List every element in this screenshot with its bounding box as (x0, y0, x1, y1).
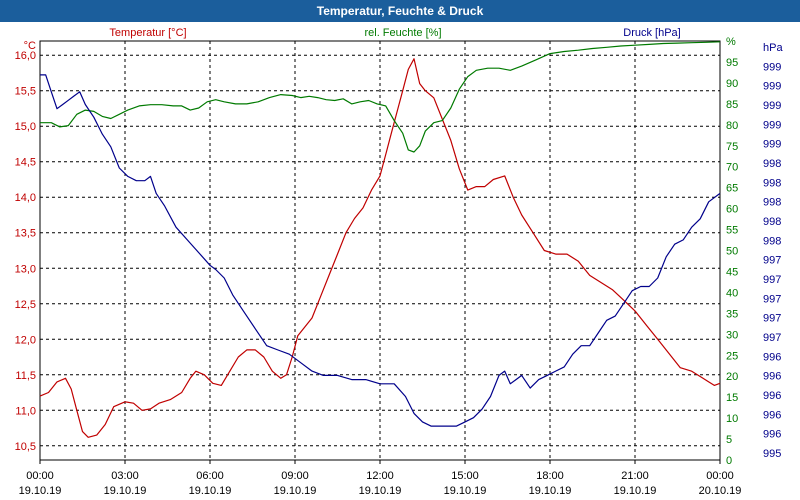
humidity-tick-label: 75 (726, 141, 738, 153)
pressure-tick-label: 996 (763, 390, 781, 402)
pressure-tick-label: 997 (763, 313, 781, 325)
humidity-tick-label: 20 (726, 371, 738, 383)
temperature-tick-label: 12,5 (15, 299, 36, 311)
humidity-tick-label: % (726, 36, 736, 48)
pressure-tick-label: 996 (763, 429, 781, 441)
temperature-tick-label: 11,0 (15, 405, 36, 417)
x-tick-label-date: 19.10.19 (19, 485, 62, 497)
temperature-unit-label: °C (24, 40, 36, 52)
window-title: Temperatur, Feuchte & Druck (0, 0, 800, 22)
pressure-tick-label: 997 (763, 274, 781, 286)
humidity-tick-label: 40 (726, 287, 738, 299)
temperature-tick-label: 14,5 (15, 157, 36, 169)
pressure-tick-label: 998 (763, 235, 781, 247)
pressure-tick-label: 999 (763, 61, 781, 73)
humidity-tick-label: 0 (726, 455, 732, 467)
temperature-tick-label: 13,5 (15, 228, 36, 240)
x-tick-label-time: 15:00 (451, 470, 479, 482)
humidity-tick-label: 85 (726, 99, 738, 111)
humidity-tick-label: 80 (726, 120, 738, 132)
humidity-tick-label: 60 (726, 204, 738, 216)
pressure-tick-label: 996 (763, 351, 781, 363)
x-tick-label-date: 19.10.19 (189, 485, 232, 497)
humidity-tick-label: 90 (726, 78, 738, 90)
pressure-line (40, 74, 721, 427)
humidity-tick-label: 15 (726, 392, 738, 404)
x-tick-label-date: 19.10.19 (529, 485, 572, 497)
x-tick-label-date: 19.10.19 (274, 485, 317, 497)
pressure-tick-label: 999 (763, 119, 781, 131)
humidity-tick-label: 25 (726, 350, 738, 362)
humidity-tick-label: 5 (726, 434, 732, 446)
humidity-tick-label: 55 (726, 225, 738, 237)
humidity-tick-label: 35 (726, 308, 738, 320)
pressure-tick-label: 998 (763, 158, 781, 170)
humidity-tick-label: 45 (726, 266, 738, 278)
pressure-tick-label: 998 (763, 197, 781, 209)
x-tick-label-time: 21:00 (621, 470, 649, 482)
pressure-tick-label: 996 (763, 409, 781, 421)
x-tick-label-time: 03:00 (111, 470, 139, 482)
x-tick-label-time: 06:00 (196, 470, 224, 482)
humidity-tick-label: 95 (726, 57, 738, 69)
temperature-tick-label: 13,0 (15, 263, 36, 275)
x-tick-label-time: 09:00 (281, 470, 309, 482)
x-tick-label-time: 18:00 (536, 470, 564, 482)
pressure-tick-label: 997 (763, 293, 781, 305)
temperature-axis-title: Temperatur [°C] (109, 27, 186, 39)
x-tick-label-time: 00:00 (706, 470, 734, 482)
temperature-tick-label: 11,5 (15, 370, 36, 382)
humidity-tick-label: 30 (726, 329, 738, 341)
pressure-tick-label: 996 (763, 371, 781, 383)
pressure-tick-label: 995 (763, 448, 781, 460)
pressure-axis-title: Druck [hPa] (623, 27, 680, 39)
humidity-tick-label: 70 (726, 162, 738, 174)
temperature-tick-label: 16,0 (15, 50, 36, 62)
pressure-tick-label: 999 (763, 100, 781, 112)
temperature-tick-label: 15,5 (15, 86, 36, 98)
pressure-tick-label: 997 (763, 255, 781, 267)
temperature-tick-label: 15,0 (15, 121, 36, 133)
temperature-line (39, 58, 721, 438)
x-tick-label-date: 20.10.19 (699, 485, 742, 497)
x-tick-label-date: 19.10.19 (104, 485, 147, 497)
temperature-tick-label: 10,5 (15, 441, 36, 453)
pressure-tick-label: 998 (763, 216, 781, 228)
x-tick-label-date: 19.10.19 (444, 485, 487, 497)
humidity-tick-label: 50 (726, 246, 738, 258)
humidity-tick-label: 10 (726, 413, 738, 425)
x-tick-label-time: 00:00 (26, 470, 54, 482)
x-tick-label-time: 12:00 (366, 470, 394, 482)
temperature-tick-label: 12,0 (15, 334, 36, 346)
x-tick-label-date: 19.10.19 (614, 485, 657, 497)
x-tick-label-date: 19.10.19 (359, 485, 402, 497)
humidity-axis-title: rel. Feuchte [%] (364, 27, 441, 39)
pressure-tick-label: 999 (763, 81, 781, 93)
pressure-tick-label: 999 (763, 139, 781, 151)
temperature-tick-label: 14,0 (15, 192, 36, 204)
humidity-line (40, 41, 721, 153)
pressure-tick-label: 998 (763, 177, 781, 189)
pressure-tick-label: 997 (763, 332, 781, 344)
pressure-tick-label: hPa (763, 42, 783, 54)
humidity-tick-label: 65 (726, 183, 738, 195)
